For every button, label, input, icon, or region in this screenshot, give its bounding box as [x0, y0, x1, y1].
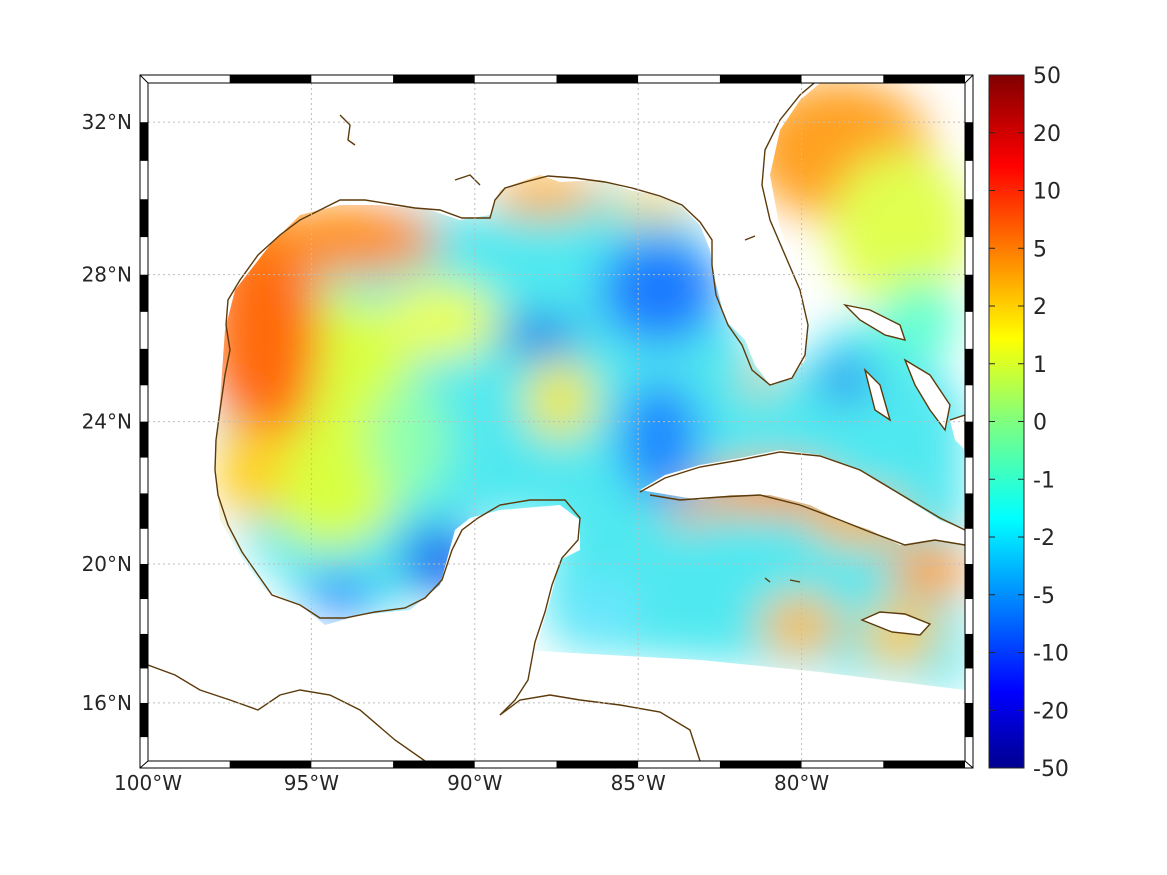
frame-corner [964, 74, 974, 84]
frame-segment-bottom [148, 761, 230, 768]
lat-tick-label-4: 32°N [82, 110, 132, 134]
frame-segment-left [140, 528, 148, 565]
frame-segment-left [140, 160, 148, 200]
frame-segment-left [140, 633, 148, 669]
frame-segment-top [556, 75, 639, 83]
colorbar-tick-label-12: -50 [1033, 757, 1069, 782]
frame-segment-left [140, 311, 148, 349]
frame-segment-right [965, 348, 973, 386]
map-frame [139, 74, 974, 769]
colorbar-tick-label-7: -1 [1033, 468, 1055, 493]
colorbar-tick-label-5: 1 [1033, 353, 1047, 378]
frame-segment-right [965, 274, 973, 312]
lon-tick-label-3: 85°W [611, 771, 666, 795]
colorbar-tick-label-9: -5 [1033, 584, 1055, 609]
frame-segment-right [965, 421, 973, 458]
frame-segment-left [140, 199, 148, 238]
lat-tick-label-2: 24°N [82, 410, 132, 434]
lon-tick-label-4: 80°W [774, 771, 829, 795]
coastlines [148, 83, 965, 761]
colorbar-tick-label-4: 2 [1033, 295, 1047, 320]
frame-corner [139, 760, 149, 769]
frame-segment-right [965, 737, 973, 761]
frame-segment-right [965, 199, 973, 238]
frame-segment-right [965, 385, 973, 422]
frame-segment-left [140, 122, 148, 161]
frame-segment-left [140, 493, 148, 529]
frame-segment-top [229, 75, 312, 83]
colorbar-tick-label-6: 0 [1033, 411, 1047, 436]
frame-segment-right [965, 633, 973, 669]
frame-segment-bottom [474, 761, 557, 768]
frame-segment-top [801, 75, 884, 83]
frame-segment-right [965, 528, 973, 565]
frame-segment-right [965, 457, 973, 494]
frame-corner [139, 74, 149, 84]
frame-segment-right [965, 311, 973, 349]
colorbar-tick-label-3: 5 [1033, 237, 1047, 262]
frame-segment-top [474, 75, 557, 83]
lon-tick-label-2: 90°W [447, 771, 502, 795]
lat-tick-label-1: 20°N [82, 552, 132, 576]
colorbar-tick-label-10: -10 [1033, 642, 1069, 667]
frame-corner [964, 760, 974, 769]
frame-segment-left [140, 83, 148, 123]
frame-segment-bottom [883, 761, 965, 768]
colorbar-tick-label-0: 50 [1033, 64, 1061, 89]
frame-segment-left [140, 457, 148, 494]
frame-segment-top [148, 75, 230, 83]
frame-segment-right [965, 599, 973, 634]
frame-segment-top [311, 75, 394, 83]
frame-segment-left [140, 385, 148, 422]
frame-segment-right [965, 122, 973, 161]
lat-tick-label-3: 28°N [82, 263, 132, 287]
frame-segment-left [140, 421, 148, 458]
frame-segment-right [965, 83, 973, 123]
colorbar-tick-label-2: 10 [1033, 180, 1061, 205]
frame-segment-right [965, 702, 973, 738]
frame-segment-left [140, 274, 148, 312]
colorbar-tick-label-1: 20 [1033, 122, 1061, 147]
frame-segment-right [965, 668, 973, 703]
frame-inner-border [147, 82, 966, 762]
frame-segment-top [883, 75, 965, 83]
frame-segment-bottom [311, 761, 394, 768]
frame-segment-bottom [393, 761, 475, 768]
axis-tick-labels: 100°W 95°W 90°W 85°W 80°W 16°N 20°N 24°N 28°N 32°… [82, 110, 830, 795]
lon-tick-label-1: 95°W [284, 771, 339, 795]
frame-outer-border [139, 74, 974, 769]
frame-segment-top [638, 75, 720, 83]
frame-segment-left [140, 348, 148, 386]
frame-segment-left [140, 702, 148, 738]
frame-segment-bottom [719, 761, 802, 768]
frame-segment-right [965, 493, 973, 529]
frame-segment-right [965, 160, 973, 200]
frame-segment-left [140, 737, 148, 761]
frame-segment-left [140, 237, 148, 275]
frame-segment-bottom [801, 761, 884, 768]
frame-segment-top [719, 75, 802, 83]
lon-tick-label-0: 100°W [114, 771, 182, 795]
frame-segment-bottom [556, 761, 639, 768]
frame-segment-left [140, 668, 148, 703]
frame-segment-left [140, 564, 148, 600]
colorbar-tick-label-11: -20 [1033, 699, 1069, 724]
frame-segment-bottom [229, 761, 312, 768]
lat-tick-label-0: 16°N [82, 691, 132, 715]
frame-segment-left [140, 599, 148, 634]
frame-segment-right [965, 564, 973, 600]
frame-segment-right [965, 237, 973, 275]
frame-segment-bottom [638, 761, 720, 768]
frame-segment-top [393, 75, 475, 83]
colorbar-tick-label-8: -2 [1033, 526, 1055, 551]
data-field [148, 83, 965, 761]
